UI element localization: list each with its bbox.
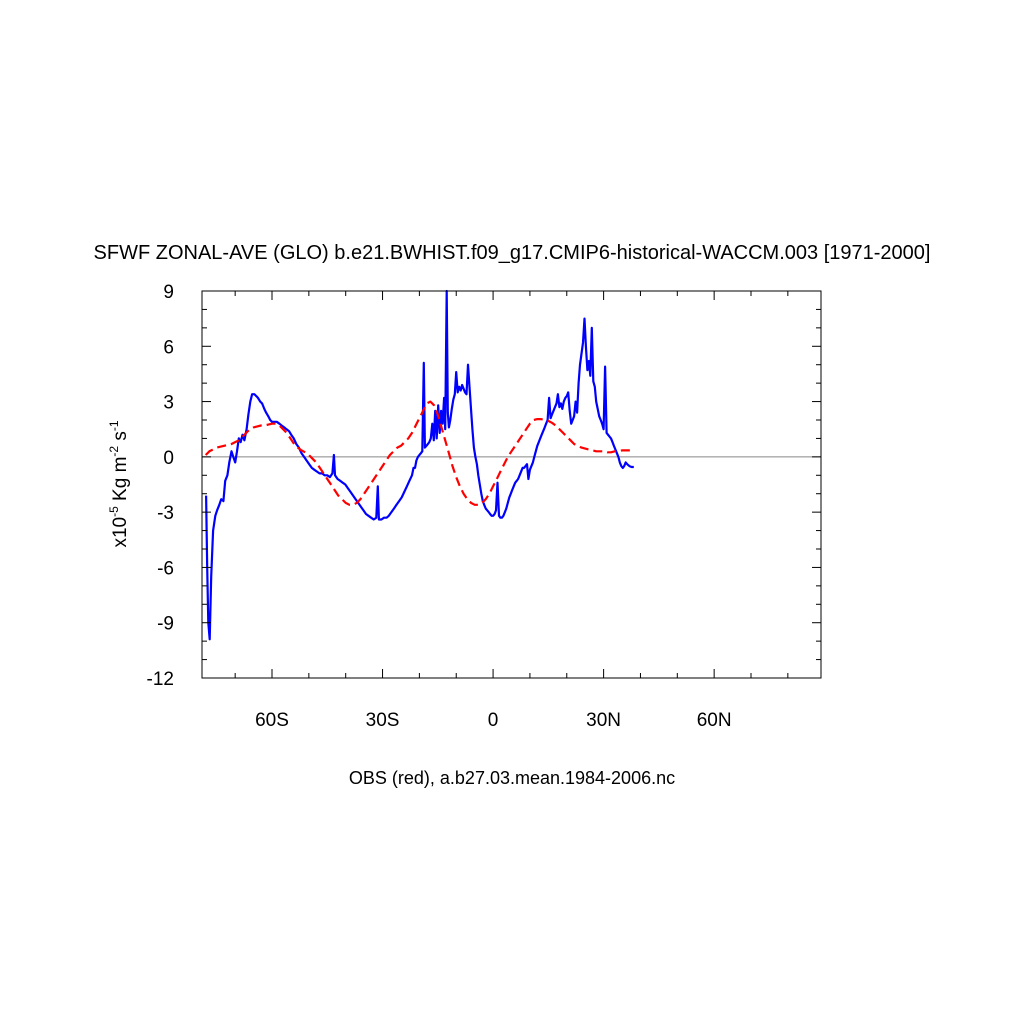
x-tick-label: 30N [586,710,621,731]
y-tick-label: 0 [163,448,174,469]
series-line-1 [204,400,634,506]
chart-axes: 9 6 3 0 -3 -6 -9 -12 60S 30S 0 30N 60N [147,282,822,731]
x-tick-label: 0 [488,710,499,731]
y-label-exp3: -1 [107,420,121,431]
series-line-0 [205,289,634,641]
y-label-exp2: -2 [107,446,121,457]
y-tick-label: 6 [163,337,174,358]
y-tick-label: -12 [147,669,174,690]
y-tick-label: -3 [157,503,174,524]
y-label-unit2: s [110,431,131,446]
y-tick-label: -9 [157,614,174,635]
chart-title: SFWF ZONAL-AVE (GLO) b.e21.BWHIST.f09_g1… [94,242,931,264]
y-tick-label: 3 [163,393,174,414]
y-tick-label: -6 [157,558,174,579]
y-label-prefix: x10 [110,517,131,548]
y-axis-label-text: x10-5 Kg m-2 s-1 [107,420,131,547]
x-tick-label: 30S [366,710,400,731]
y-axis-label: x10-5 Kg m-2 s-1 [107,420,131,547]
y-tick-label: 9 [163,282,174,303]
x-tick-label: 60N [697,710,732,731]
y-label-exp1: -5 [107,506,121,517]
chart-series [204,289,634,641]
x-axis-label: OBS (red), a.b27.03.mean.1984-2006.nc [349,768,675,788]
y-label-unit1: Kg m [110,457,131,507]
plot-frame [201,290,822,679]
x-tick-label: 60S [255,710,289,731]
